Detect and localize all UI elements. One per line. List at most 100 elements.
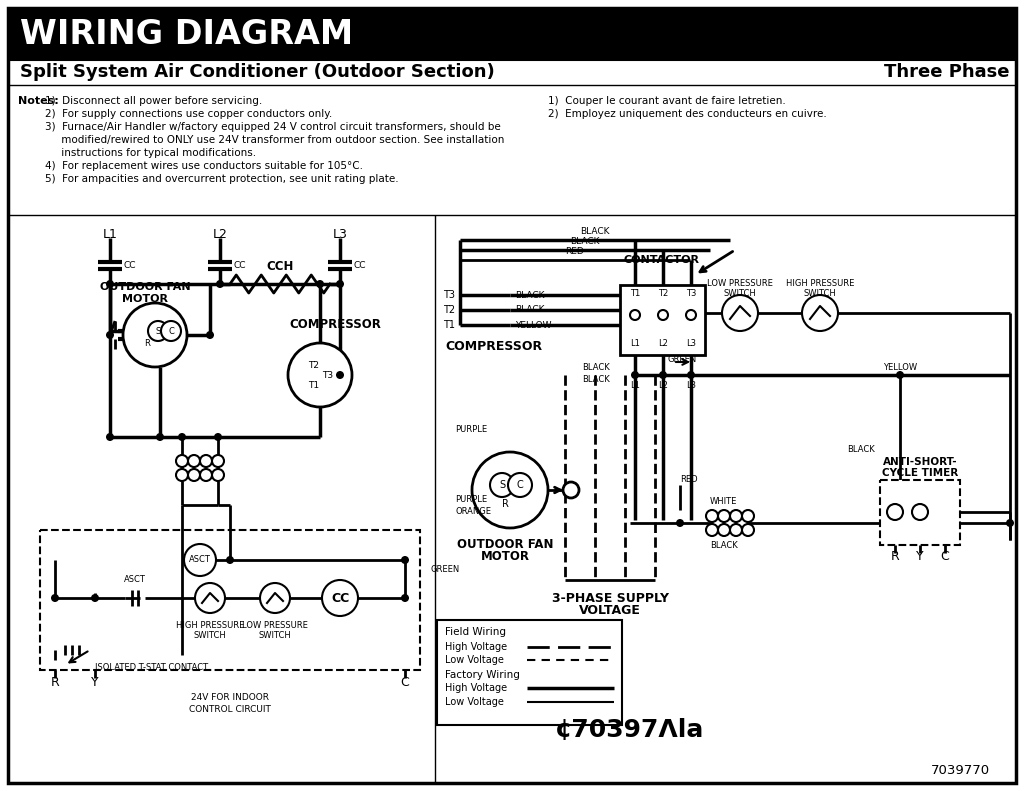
Text: BLACK: BLACK: [583, 376, 610, 384]
Text: 1)  Couper le courant avant de faire letretien.: 1) Couper le courant avant de faire letr…: [548, 96, 785, 106]
Text: Field Wiring: Field Wiring: [445, 627, 506, 637]
Text: COMPRESSOR: COMPRESSOR: [289, 319, 381, 331]
Text: LOW PRESSURE: LOW PRESSURE: [707, 278, 773, 287]
Circle shape: [706, 510, 718, 522]
Text: HIGH PRESSURE: HIGH PRESSURE: [176, 622, 244, 630]
Circle shape: [742, 524, 754, 536]
Text: BLACK: BLACK: [570, 237, 600, 247]
Text: T1: T1: [443, 320, 455, 330]
Circle shape: [106, 433, 114, 441]
Text: 3)  Furnace/Air Handler w/factory equipped 24 V control circuit transformers, sh: 3) Furnace/Air Handler w/factory equippe…: [45, 122, 501, 132]
Text: instructions for typical modifications.: instructions for typical modifications.: [45, 148, 256, 158]
Circle shape: [206, 331, 214, 339]
Text: ASCT: ASCT: [189, 555, 211, 565]
Text: CC: CC: [234, 260, 247, 270]
Text: ¢70397Λla: ¢70397Λla: [555, 718, 705, 742]
Text: 5)  For ampacities and overcurrent protection, see unit rating plate.: 5) For ampacities and overcurrent protec…: [45, 174, 398, 184]
Text: R: R: [144, 339, 150, 347]
Circle shape: [706, 524, 718, 536]
Circle shape: [195, 583, 225, 613]
Text: Low Voltage: Low Voltage: [445, 655, 504, 665]
Circle shape: [887, 504, 903, 520]
Bar: [40, 530, 420, 670]
Circle shape: [718, 524, 730, 536]
Text: VOLTAGE: VOLTAGE: [579, 604, 641, 618]
Text: CONTACTOR: CONTACTOR: [624, 255, 700, 265]
Text: BLACK: BLACK: [710, 540, 737, 550]
Text: BLACK: BLACK: [515, 305, 545, 315]
Circle shape: [188, 455, 200, 467]
Text: Three Phase: Three Phase: [885, 63, 1010, 81]
Circle shape: [260, 583, 290, 613]
Text: T2: T2: [657, 289, 668, 297]
Circle shape: [722, 295, 758, 331]
Text: L2: L2: [213, 228, 227, 241]
Text: HIGH PRESSURE: HIGH PRESSURE: [785, 278, 854, 287]
Text: High Voltage: High Voltage: [445, 683, 507, 693]
Text: Notes:: Notes:: [18, 96, 58, 106]
Text: T1: T1: [630, 289, 640, 297]
Circle shape: [316, 280, 324, 288]
Circle shape: [106, 280, 114, 288]
Text: T3: T3: [686, 289, 696, 297]
Circle shape: [802, 295, 838, 331]
Text: T3: T3: [443, 290, 455, 300]
Text: 24V FOR INDOOR: 24V FOR INDOOR: [191, 694, 269, 702]
Circle shape: [508, 473, 532, 497]
Circle shape: [336, 280, 344, 288]
Circle shape: [336, 371, 344, 379]
Text: COMPRESSOR: COMPRESSOR: [445, 340, 542, 354]
Text: YELLOW: YELLOW: [883, 362, 918, 372]
Text: T2: T2: [442, 305, 455, 315]
Text: C: C: [168, 327, 174, 335]
Text: BLACK: BLACK: [583, 362, 610, 372]
Text: OUTDOOR FAN: OUTDOOR FAN: [99, 282, 190, 292]
Text: ANTI-SHORT-: ANTI-SHORT-: [883, 457, 957, 467]
Circle shape: [216, 280, 224, 288]
Circle shape: [51, 594, 59, 602]
Text: L1: L1: [630, 380, 640, 389]
Circle shape: [659, 371, 667, 379]
Circle shape: [401, 556, 409, 564]
Bar: [437, 620, 622, 725]
Text: YELLOW: YELLOW: [515, 320, 552, 330]
Text: ASCT: ASCT: [124, 576, 146, 585]
Text: CCH: CCH: [266, 259, 294, 273]
Circle shape: [676, 519, 684, 527]
Circle shape: [687, 371, 695, 379]
Text: 2)  Employez uniquement des conducteurs en cuivre.: 2) Employez uniquement des conducteurs e…: [548, 109, 826, 119]
Text: L3: L3: [333, 228, 347, 241]
Text: L2: L2: [658, 380, 668, 389]
Circle shape: [322, 580, 358, 616]
Circle shape: [184, 544, 216, 576]
Circle shape: [200, 469, 212, 481]
Text: CONTROL CIRCUIT: CONTROL CIRCUIT: [189, 706, 271, 714]
Text: L3: L3: [686, 339, 696, 347]
Circle shape: [686, 310, 696, 320]
Text: RED: RED: [565, 248, 585, 256]
Circle shape: [178, 433, 186, 441]
Text: Split System Air Conditioner (Outdoor Section): Split System Air Conditioner (Outdoor Se…: [20, 63, 495, 81]
Circle shape: [176, 455, 188, 467]
Text: PURPLE: PURPLE: [455, 495, 487, 505]
Circle shape: [226, 556, 234, 564]
Circle shape: [148, 321, 168, 341]
Text: SWITCH: SWITCH: [804, 289, 837, 297]
Circle shape: [730, 524, 742, 536]
Text: Low Voltage: Low Voltage: [445, 697, 504, 707]
Circle shape: [212, 455, 224, 467]
Circle shape: [106, 331, 114, 339]
Text: Y: Y: [916, 551, 924, 563]
Text: C: C: [941, 551, 949, 563]
Text: 4)  For replacement wires use conductors suitable for 105°C.: 4) For replacement wires use conductors …: [45, 161, 362, 171]
Text: CC: CC: [331, 592, 349, 604]
Circle shape: [156, 433, 164, 441]
Text: WIRING DIAGRAM: WIRING DIAGRAM: [20, 17, 353, 51]
Bar: [620, 285, 705, 355]
Circle shape: [1006, 519, 1014, 527]
Text: GREEN: GREEN: [430, 566, 460, 574]
Circle shape: [288, 343, 352, 407]
Text: Factory Wiring: Factory Wiring: [445, 670, 520, 680]
Circle shape: [472, 452, 548, 528]
Circle shape: [742, 510, 754, 522]
